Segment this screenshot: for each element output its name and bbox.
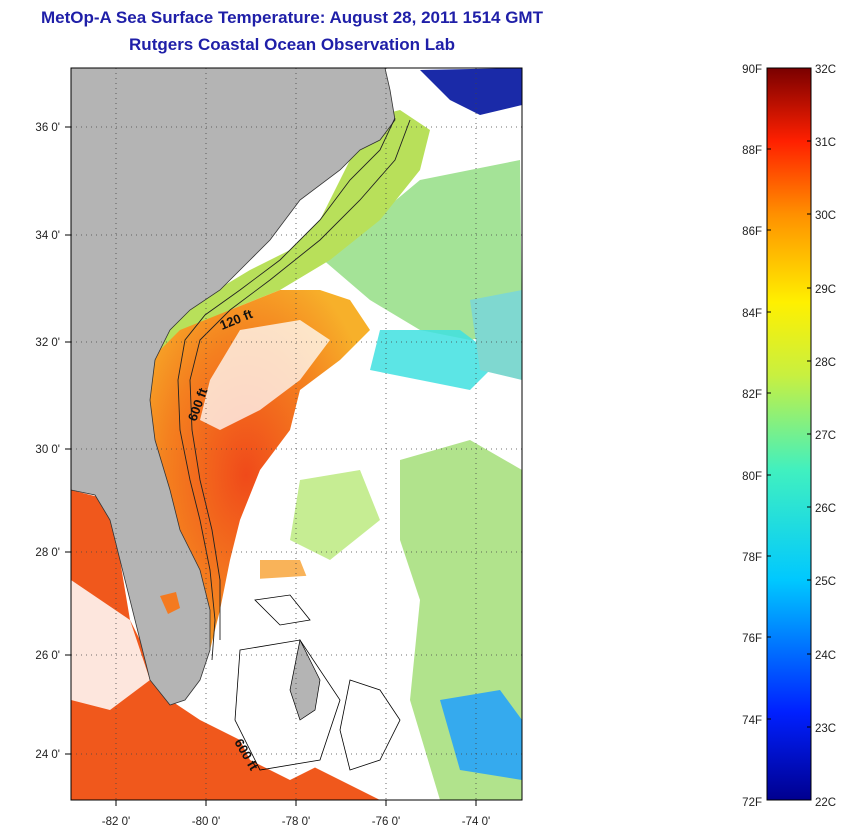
colorbar-label-c: 23C — [815, 723, 836, 735]
colorbar-label-c: 32C — [815, 64, 836, 76]
cool-water-patch — [370, 330, 500, 390]
cold-water-north — [420, 68, 522, 115]
colorbar-label-c: 25C — [815, 576, 836, 588]
gulf-stream-warm-water — [145, 290, 370, 660]
bank-contour — [339, 679, 401, 771]
cool-water-patch — [470, 290, 522, 380]
axis-ticks — [65, 126, 477, 806]
colorbar-label-f: 82F — [742, 389, 762, 401]
gulf-of-mexico-water — [71, 490, 380, 800]
colorbar-label-c: 31C — [815, 137, 836, 149]
lat-tick-label: 34 0' — [35, 230, 60, 242]
lon-tick-label: -82 0' — [102, 816, 130, 828]
cloud-streaks — [200, 320, 330, 430]
lon-tick-label: -78 0' — [282, 816, 310, 828]
colorbar-label-f: 90F — [742, 64, 762, 76]
offshore-water — [300, 160, 522, 340]
lon-tick-label: -74 0' — [462, 816, 490, 828]
sst-map — [71, 68, 522, 800]
colorbar-label-c: 28C — [815, 357, 836, 369]
lat-tick-label: 32 0' — [35, 337, 60, 349]
colorbar-label-f: 80F — [742, 471, 762, 483]
bank-contour — [234, 639, 341, 771]
colorbar-ticks — [767, 140, 811, 728]
colorbar-label-c: 27C — [815, 430, 836, 442]
lake-okeechobee — [160, 592, 180, 614]
cloud-gulf — [71, 580, 150, 710]
andros-island — [289, 638, 321, 721]
colorbar-label-f: 86F — [742, 226, 762, 238]
colorbar-label-f: 76F — [742, 633, 762, 645]
graticule — [71, 68, 522, 800]
lat-tick-label: 26 0' — [35, 650, 60, 662]
colorbar-label-c: 26C — [815, 503, 836, 515]
colorbar-label-f: 84F — [742, 308, 762, 320]
colorbar-label-c: 24C — [815, 650, 836, 662]
lat-tick-label: 36 0' — [35, 122, 60, 134]
map-title: MetOp-A Sea Surface Temperature: August … — [41, 8, 543, 27]
offshore-water — [290, 470, 380, 560]
cold-water-patch — [440, 690, 522, 780]
land-mass — [71, 68, 396, 706]
colorbar — [766, 67, 812, 801]
colorbar-label-f: 74F — [742, 715, 762, 727]
lon-tick-label: -76 0' — [372, 816, 400, 828]
colorbar-label-c: 30C — [815, 210, 836, 222]
lat-tick-label: 28 0' — [35, 547, 60, 559]
shelf-water — [150, 110, 430, 380]
colorbar-label-c: 22C — [815, 797, 836, 809]
colorbar-label-f: 78F — [742, 552, 762, 564]
contour-600ft — [189, 119, 411, 640]
lat-tick-label: 30 0' — [35, 444, 60, 456]
map-subtitle: Rutgers Coastal Ocean Observation Lab — [129, 35, 455, 54]
colorbar-label-f: 72F — [742, 797, 762, 809]
lat-tick-label: 24 0' — [35, 749, 60, 761]
bank-contour — [254, 594, 311, 626]
colorbar-label-f: 88F — [742, 145, 762, 157]
contour-120ft — [177, 117, 396, 661]
colorbar-label-c: 29C — [815, 284, 836, 296]
lon-tick-label: -80 0' — [192, 816, 220, 828]
